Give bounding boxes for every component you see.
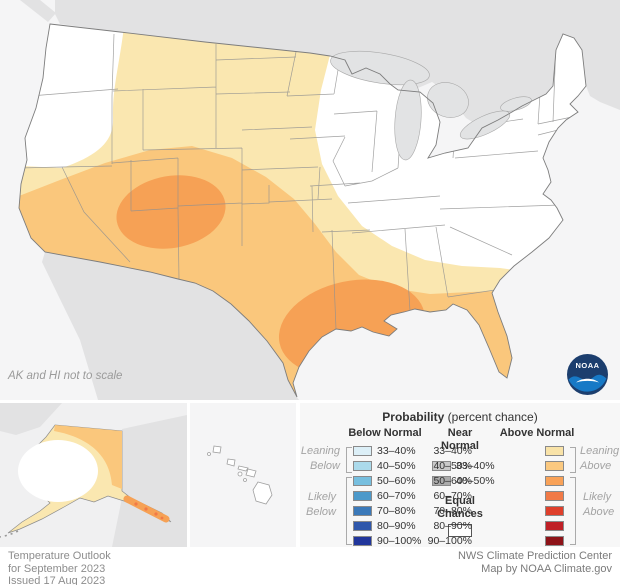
swatch-equal-chances (448, 524, 472, 537)
lake-michigan (394, 79, 422, 161)
bracket-likely-below (346, 477, 352, 545)
bracket-leaning-above (570, 447, 576, 473)
map-credit-block: NWS Climate Prediction Center Map by NOA… (458, 550, 612, 575)
legend-near-header-1: Near (447, 427, 473, 439)
swatch-near-40-50 (432, 476, 451, 486)
bracket-leaning-below (346, 447, 352, 473)
legend-near-header-2: Normal (441, 440, 479, 452)
canada-landmass-ak (112, 415, 187, 547)
map-issued-date: Issued 17 Aug 2023 (8, 575, 106, 585)
legend-title-bold: Probability (382, 410, 445, 424)
conus-map (18, 0, 620, 400)
hawaii-inset-panel (190, 403, 296, 547)
alaska-above-40-50 (54, 425, 122, 489)
label-below-33-40: 33–40% (377, 445, 416, 457)
legend-below-header: Below Normal (348, 427, 422, 439)
hawaii-islands (207, 445, 273, 505)
great-lakes (330, 50, 532, 161)
group-label-likely-above-1: Likely (583, 491, 612, 503)
swatch-near-33-40 (432, 461, 451, 471)
state-borders (19, 33, 573, 330)
map-title-line1: Temperature Outlook (8, 550, 111, 562)
group-label-leaning-above-2: Above (580, 460, 612, 472)
credit-line2: Map by NOAA Climate.gov (481, 562, 612, 575)
scale-note: AK and HI not to scale (8, 370, 123, 382)
russia-landmass (0, 403, 62, 435)
canada-landmass (55, 0, 620, 128)
swatch-below-80-90 (353, 521, 372, 531)
swatch-below-60-70 (353, 491, 372, 501)
group-label-likely-above-2: Above (583, 506, 615, 518)
alaska-panhandle-above-60-70 (134, 502, 164, 520)
hawaii-map (207, 445, 273, 505)
noaa-logo-text: NOAA (575, 361, 599, 370)
label-near-33-40: 33–40% (456, 460, 495, 472)
label-below-80-90: 80–90% (377, 520, 416, 532)
noaa-logo: NOAA (567, 354, 608, 395)
lake-superior (330, 50, 430, 86)
legend-panel: Probability (percent chance) Below Norma… (300, 403, 620, 547)
swatch-below-33-40 (353, 446, 372, 456)
label-below-90-100: 90–100% (377, 535, 422, 547)
legend-title-rest: (percent chance) (444, 410, 538, 424)
credit-line1: NWS Climate Prediction Center (457, 550, 612, 562)
swatch-below-90-100 (353, 536, 372, 546)
group-label-leaning-above-1: Leaning (580, 445, 620, 457)
legend-equal-label-1: Equal (445, 495, 475, 507)
noaa-logo-bird (576, 378, 599, 383)
swatch-above-60-70 (545, 491, 564, 501)
label-above-33-40: 33–40% (433, 445, 472, 457)
label-above-50-60: 50–60% (433, 475, 472, 487)
group-label-likely-below-2: Below (306, 506, 336, 518)
label-below-40-50: 40–50% (377, 460, 416, 472)
region-above-50-60-four-corners (116, 175, 226, 249)
aleutian-islands (0, 530, 19, 538)
alaska-equal-chances (18, 440, 98, 502)
map-title-line2: for September 2023 (8, 562, 106, 575)
lake-ontario (500, 96, 532, 112)
legend-equal-label-2: Chances (437, 508, 483, 520)
swatch-above-80-90 (545, 521, 564, 531)
label-above-90-100: 90–100% (427, 535, 472, 547)
alaska-inset-panel (0, 403, 187, 547)
legend-title: Probability (percent chance) (300, 410, 620, 424)
lake-huron (427, 82, 469, 118)
swatch-below-50-60 (353, 476, 372, 486)
noaa-logo-wave (568, 374, 607, 392)
vancouver-island (20, 0, 56, 22)
label-above-80-90: 80–90% (433, 520, 472, 532)
group-label-leaning-below-1: Leaning (300, 445, 340, 457)
swatch-above-70-80 (545, 506, 564, 516)
alaska-map (0, 403, 187, 547)
group-label-leaning-below-2: Below (310, 460, 340, 472)
swatch-above-33-40 (545, 446, 564, 456)
swatch-below-70-80 (353, 506, 372, 516)
group-label-likely-below-1: Likely (307, 491, 336, 503)
map-title-block: Temperature Outlook for September 2023 I… (8, 550, 111, 585)
swatch-above-90-100 (545, 536, 564, 546)
swatch-above-50-60 (545, 476, 564, 486)
label-below-50-60: 50–60% (377, 475, 416, 487)
swatch-above-40-50 (545, 461, 564, 471)
us-outline (18, 23, 587, 398)
bracket-likely-above (570, 477, 576, 545)
swatch-below-40-50 (353, 461, 372, 471)
label-above-70-80: 70–80% (433, 505, 472, 517)
label-above-40-50: 40–50% (433, 460, 472, 472)
label-below-70-80: 70–80% (377, 505, 416, 517)
label-near-40-50: 40–50% (456, 475, 495, 487)
label-below-60-70: 60–70% (377, 490, 416, 502)
legend-above-header: Above Normal (499, 427, 575, 439)
mexico-landmass (42, 252, 299, 400)
label-above-60-70: 60–70% (433, 490, 472, 502)
